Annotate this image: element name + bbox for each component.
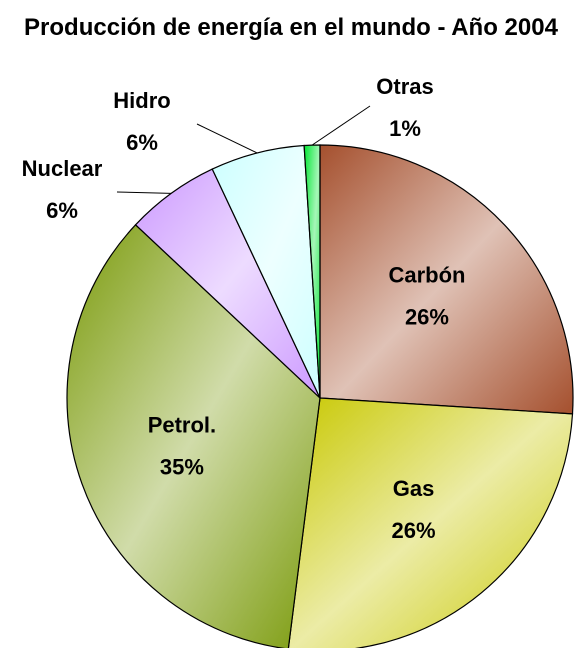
leader-line <box>196 123 258 154</box>
slice-label: Nuclear <box>22 156 103 181</box>
value-label: 26% <box>392 518 436 543</box>
value-label: 6% <box>126 130 158 155</box>
value-label: 1% <box>389 116 421 141</box>
slice-label: Gas <box>393 476 435 501</box>
pie-slice <box>66 223 321 648</box>
chart-title: Producción de energía en el mundo - Año … <box>24 14 558 41</box>
leader-line <box>311 105 371 146</box>
pie-slice <box>287 397 574 648</box>
value-label: 35% <box>160 455 204 480</box>
leader-line <box>116 191 172 194</box>
slice-label: Carbón <box>388 262 465 287</box>
slice-label: Otras <box>376 74 433 99</box>
pie-slice <box>319 144 574 415</box>
value-label: 6% <box>46 198 78 223</box>
value-label: 26% <box>405 304 449 329</box>
slice-label: Hidro <box>113 88 170 113</box>
slice-label: Petrol. <box>148 413 216 438</box>
